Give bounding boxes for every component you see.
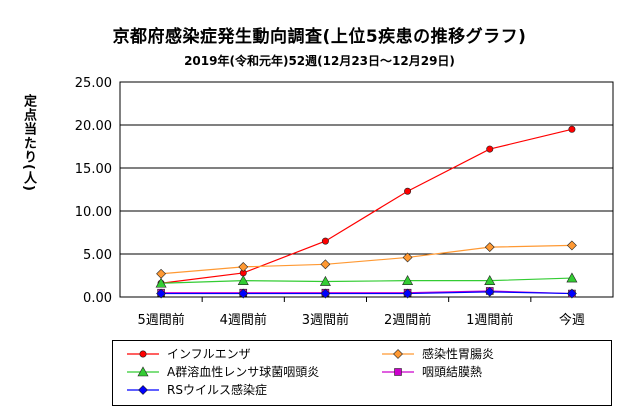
data-point — [156, 268, 167, 279]
chart-subtitle: 2019年(令和元年)52週(12月23日～12月29日) — [184, 54, 455, 68]
y-tick-label: 25.00 — [75, 76, 112, 91]
legend-marker — [137, 366, 149, 377]
legend-label: RSウイルス感染症 — [167, 383, 267, 397]
x-tick-labels: 5週間前 4週間前 3週間前 2週間前 1週間前 今週 — [137, 297, 585, 328]
data-point — [320, 288, 331, 299]
y-tick-label: 20.00 — [75, 119, 112, 134]
y-tick-labels: 0.00 5.00 10.00 15.00 20.00 25.00 — [75, 76, 112, 306]
series-line — [161, 291, 572, 295]
legend-label: インフルエンザ — [167, 347, 251, 361]
data-point — [238, 261, 249, 272]
series-line — [161, 128, 573, 284]
data-point — [566, 240, 577, 251]
data-point — [402, 252, 413, 263]
x-tick-label: 今週 — [559, 312, 585, 328]
legend-swatch — [127, 350, 159, 358]
data-point — [566, 272, 578, 283]
data-point — [404, 187, 412, 195]
x-tick-label: 1週間前 — [466, 312, 513, 328]
legend-marker — [138, 385, 148, 395]
y-axis-label: 定点当たり(人) — [21, 94, 36, 192]
series-0 — [157, 125, 576, 287]
data-point — [156, 288, 167, 299]
data-point — [238, 288, 249, 299]
data-point — [321, 237, 329, 245]
legend-swatch — [127, 385, 159, 395]
series-line — [161, 244, 572, 275]
legend-marker — [139, 350, 147, 358]
x-tick-label: 4週間前 — [220, 312, 267, 328]
legend-swatch — [382, 368, 414, 376]
data-point — [319, 275, 331, 286]
series-1 — [156, 240, 577, 279]
y-tick-label: 10.00 — [75, 205, 112, 220]
data-point — [484, 286, 495, 297]
legend-label: 咽頭結膜熱 — [422, 365, 483, 379]
data-point — [568, 125, 576, 133]
data-point — [320, 259, 331, 270]
legend-swatch — [127, 366, 159, 377]
data-point — [484, 242, 495, 253]
series-line — [161, 290, 572, 295]
y-tick-label: 0.00 — [83, 291, 112, 306]
legend-swatch — [382, 349, 414, 359]
x-tick-label: 2週間前 — [384, 312, 431, 328]
series-line — [161, 277, 572, 284]
data-point — [486, 145, 494, 153]
chart-title: 京都府感染症発生動向調査(上位5疾患の推移グラフ) — [112, 27, 527, 47]
series-4 — [156, 286, 577, 299]
data-point — [402, 275, 414, 285]
legend-label: A群溶血性レンサ球菌咽頭炎 — [167, 365, 320, 379]
y-tick-label: 5.00 — [83, 248, 112, 263]
line-chart: 0.00 5.00 10.00 15.00 20.00 25.00 5週間前 4週間前 3週間… — [75, 76, 614, 328]
data-point — [402, 288, 413, 299]
series-2 — [155, 272, 578, 288]
legend-marker — [394, 368, 402, 376]
series-lines — [155, 125, 578, 299]
data-point — [566, 288, 577, 299]
plot-area-frame — [119, 81, 614, 298]
x-tick-label: 3週間前 — [302, 312, 349, 328]
gridlines — [120, 124, 613, 255]
data-point — [237, 275, 249, 285]
data-point — [155, 277, 167, 288]
data-point — [484, 275, 496, 285]
legend: インフルエンザ 感染性胃腸炎 A群溶血性レンサ球菌咽頭炎 咽頭結膜熱 RSウイルス感染症 — [112, 340, 612, 406]
legend-label: 感染性胃腸炎 — [422, 347, 495, 361]
legend-marker — [393, 349, 403, 359]
y-tick-label: 15.00 — [75, 162, 112, 177]
x-tick-label: 5週間前 — [137, 312, 184, 328]
